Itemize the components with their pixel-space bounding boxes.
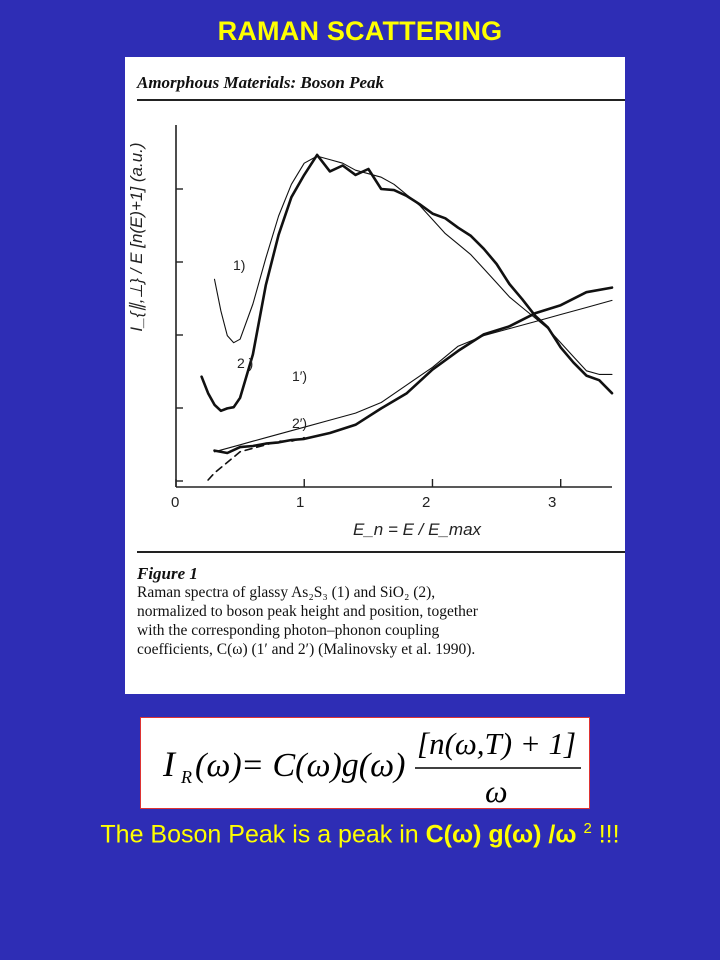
caption-line: Raman spectra of glassy As₂S₃ (1) and Si… (137, 584, 436, 601)
slide-title: RAMAN SCATTERING (217, 16, 503, 46)
caption-title: Figure 1 (137, 564, 198, 583)
curve-label-2-prime: 2′) (292, 415, 308, 431)
statement-omega: ω (555, 820, 577, 849)
x-tick-label: 0 (171, 494, 180, 511)
curve-label-1-prime: 1′) (292, 368, 308, 384)
formula-lhs-sub: R (180, 767, 192, 787)
caption-line: coefficients, C(ω) (1′ and 2′) (Malinovs… (137, 641, 476, 658)
figure-caption: Raman spectra of glassy As₂S₃ (1) and Si… (137, 583, 617, 659)
formula-graphic: I R (ω) = C(ω)g(ω) [n(ω,T) + 1] ω (162, 726, 581, 809)
formula-numerator: [n(ω,T) + 1] (417, 726, 576, 761)
figure-header: Amorphous Materials: Boson Peak (137, 73, 385, 92)
formula-denominator: ω (485, 773, 508, 807)
statement-omega: ω (512, 820, 534, 849)
statement-close: ) (533, 820, 542, 849)
curve-label-1: 1) (233, 257, 246, 273)
series-line-2 (213, 299, 613, 453)
boson-peak-statement: The Boson Peak is a peak in C(ω) g(ω) /ω… (0, 820, 720, 849)
figure-panel: Amorphous Materials: Boson Peak I_{∥,⊥} … (125, 57, 625, 694)
raman-intensity-formula: I R (ω) = C(ω)g(ω) [n(ω,T) + 1] ω (140, 717, 590, 809)
y-axis-label: I_{∥,⊥} / E [n(E)+1] (a.u.) (127, 142, 146, 332)
raman-plot (175, 125, 614, 488)
x-tick-label: 2 (422, 494, 431, 511)
statement-suffix: !!! (591, 820, 620, 849)
series-line-4 (207, 436, 305, 481)
statement-slash: / (541, 820, 556, 849)
caption-rule (137, 551, 625, 553)
statement-close: ) (473, 820, 482, 849)
statement-g: g( (481, 820, 512, 849)
statement-prefix: The Boson Peak is a peak in (100, 820, 426, 849)
x-tick-label: 1 (296, 494, 305, 511)
series-line-0 (213, 155, 613, 375)
statement-c: C( (425, 820, 452, 849)
formula-lhs-arg: (ω) (195, 747, 242, 784)
x-axis-label: E_n = E / E_max (353, 520, 482, 539)
formula-rhs: = C(ω)g(ω) (241, 747, 405, 784)
series-line-3 (213, 286, 614, 455)
statement-omega: ω (452, 820, 474, 849)
series-line-1 (200, 153, 614, 413)
header-rule (137, 99, 625, 101)
curve-label-2: 2 ) (237, 355, 254, 371)
statement-power: 2 (583, 820, 592, 837)
caption-line: normalized to boson peak height and posi… (137, 603, 478, 620)
caption-line: with the corresponding photon–phonon cou… (137, 622, 440, 639)
x-tick-label: 3 (548, 494, 557, 511)
formula-lhs: I (162, 744, 177, 784)
